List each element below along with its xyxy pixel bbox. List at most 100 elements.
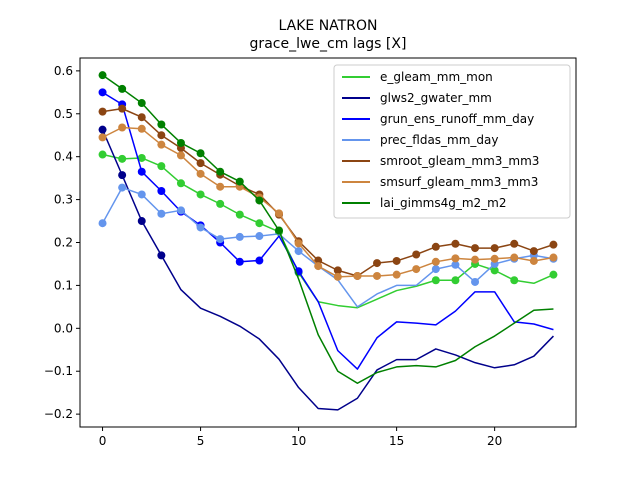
data-point: [118, 123, 127, 132]
data-point: [98, 133, 107, 142]
data-point: [471, 255, 480, 264]
data-point: [137, 153, 146, 162]
data-point: [157, 120, 166, 129]
data-point: [235, 257, 244, 266]
data-point: [510, 253, 519, 262]
data-point: [529, 247, 538, 256]
data-point: [137, 99, 146, 108]
data-point: [235, 232, 244, 241]
axes-ticks-group: 0 5 10 15 20 −0.2 −0.1 0.0 0.1 0.2 0.3 0.4 0.5 0.6: [44, 64, 502, 448]
data-point: [431, 276, 440, 285]
data-point: [157, 162, 166, 171]
data-point: [157, 131, 166, 140]
plot-series-group: [98, 71, 558, 411]
y-tick-label: 0.6: [54, 64, 73, 78]
y-tick-label: 0.5: [54, 107, 73, 121]
data-point: [235, 177, 244, 186]
data-point: [353, 271, 362, 280]
data-point: [255, 196, 264, 205]
data-point: [157, 209, 166, 218]
data-point: [471, 277, 480, 286]
data-point: [216, 235, 225, 244]
data-point: [118, 183, 127, 192]
legend-label: e_gleam_mm_mon: [380, 70, 493, 84]
data-point: [510, 239, 519, 248]
data-point: [196, 190, 205, 199]
data-point: [431, 257, 440, 266]
data-point: [118, 84, 127, 93]
data-point: [314, 262, 323, 271]
data-point: [373, 271, 382, 280]
data-point: [176, 151, 185, 160]
data-point: [451, 276, 460, 285]
x-tick-label: 5: [197, 434, 205, 448]
y-tick-label: 0.1: [54, 278, 73, 292]
data-point: [490, 254, 499, 263]
data-point: [196, 149, 205, 158]
legend-item-grun_ens_runoff_mm_day: grun_ens_runoff_mm_day: [342, 112, 534, 126]
legend-label: prec_fldas_mm_day: [380, 133, 499, 147]
legend-item-prec_fldas_mm_day: prec_fldas_mm_day: [342, 133, 499, 147]
data-point: [176, 138, 185, 147]
data-point: [157, 187, 166, 196]
data-point: [392, 256, 401, 265]
x-tick-label: 0: [99, 434, 107, 448]
data-point: [529, 256, 538, 265]
y-tick-label: 0.3: [54, 193, 73, 207]
series-glws2_gwater_mm: [98, 125, 554, 411]
data-point: [431, 242, 440, 251]
data-point: [118, 104, 127, 113]
data-point: [118, 171, 127, 180]
data-point: [216, 167, 225, 176]
data-point: [137, 217, 146, 226]
data-point: [412, 265, 421, 274]
data-point: [549, 253, 558, 262]
data-point: [255, 256, 264, 265]
data-point: [392, 270, 401, 279]
chart-title: LAKE NATRON: [279, 18, 378, 34]
data-point: [98, 150, 107, 159]
data-point: [216, 199, 225, 208]
data-point: [176, 179, 185, 188]
y-tick-label: 0.0: [54, 321, 73, 335]
data-point: [255, 232, 264, 241]
data-point: [333, 272, 342, 281]
data-point: [451, 254, 460, 263]
data-point: [118, 154, 127, 163]
data-point: [451, 239, 460, 248]
data-point: [549, 270, 558, 279]
x-tick-label: 15: [389, 434, 404, 448]
data-point: [490, 244, 499, 253]
data-point: [137, 190, 146, 199]
data-point: [549, 240, 558, 249]
data-point: [274, 209, 283, 218]
data-point: [98, 71, 107, 80]
data-point: [196, 223, 205, 232]
data-point: [176, 206, 185, 215]
data-point: [98, 219, 107, 228]
data-point: [98, 88, 107, 97]
series-e_gleam_mm_mon: [98, 150, 558, 309]
legend-label: lai_gimms4g_m2_m2: [380, 196, 507, 210]
series-lai_gimms4g_m2_m2: [98, 71, 554, 384]
plot-frame: [79, 57, 577, 428]
data-point: [137, 113, 146, 122]
data-point: [510, 276, 519, 285]
y-tick-label: −0.2: [44, 407, 73, 421]
data-point: [490, 266, 499, 275]
legend-item-lai_gimms4g_m2_m2: lai_gimms4g_m2_m2: [342, 196, 507, 210]
y-tick-label: 0.4: [54, 150, 73, 164]
series-line: [101, 129, 554, 411]
legend-label: grun_ens_runoff_mm_day: [380, 112, 534, 126]
series-line: [102, 74, 554, 384]
legend: e_gleam_mm_mon glws2_gwater_mm grun_ens_ru…: [333, 64, 571, 219]
legend-box: [333, 64, 571, 219]
data-point: [196, 169, 205, 178]
legend-item-smroot_gleam_mm3_mm3: smroot_gleam_mm3_mm3: [342, 154, 539, 168]
data-point: [412, 250, 421, 259]
data-point: [431, 265, 440, 274]
x-tick-label: 10: [291, 434, 306, 448]
data-point: [235, 210, 244, 219]
data-point: [373, 259, 382, 268]
